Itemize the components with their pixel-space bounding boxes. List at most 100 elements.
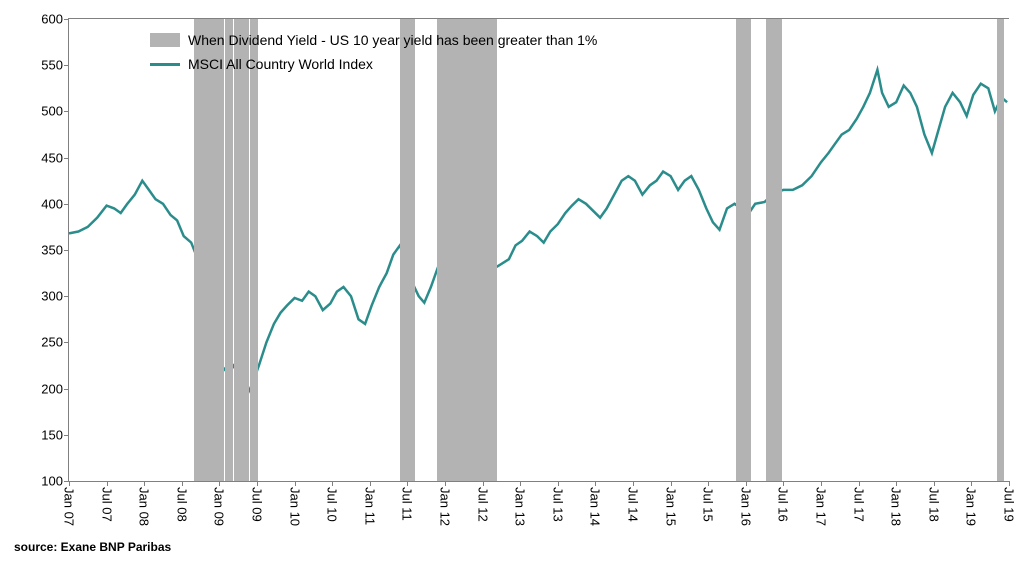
x-tick-label: Jul 07	[99, 487, 114, 522]
y-tick-label: 150	[41, 427, 63, 442]
x-tick-mark	[971, 481, 972, 486]
y-tick-label: 300	[41, 289, 63, 304]
y-tick-label: 400	[41, 196, 63, 211]
y-tick-label: 550	[41, 58, 63, 73]
x-tick-label: Jul 14	[626, 487, 641, 522]
shaded-period-bar	[250, 19, 258, 481]
shaded-period-bar	[407, 19, 415, 481]
x-tick-label: Jul 17	[851, 487, 866, 522]
x-tick-label: Jul 18	[926, 487, 941, 522]
x-tick-label: Jan 19	[964, 487, 979, 526]
x-tick-mark	[144, 481, 145, 486]
legend-label: MSCI All Country World Index	[188, 56, 373, 72]
x-tick-mark	[746, 481, 747, 486]
shaded-period-bar	[194, 19, 202, 481]
x-tick-label: Jul 15	[701, 487, 716, 522]
x-tick-mark	[934, 481, 935, 486]
y-tick-mark	[64, 389, 69, 390]
y-tick-mark	[64, 204, 69, 205]
shaded-period-bar	[234, 19, 242, 481]
x-tick-mark	[219, 481, 220, 486]
x-tick-mark	[783, 481, 784, 486]
x-tick-mark	[182, 481, 183, 486]
shaded-period-bar	[744, 19, 752, 481]
x-tick-mark	[407, 481, 408, 486]
shaded-period-bar	[482, 19, 490, 481]
x-tick-mark	[69, 481, 70, 486]
x-tick-label: Jul 10	[325, 487, 340, 522]
y-tick-mark	[64, 19, 69, 20]
legend-swatch-line	[150, 63, 180, 66]
y-tick-mark	[64, 342, 69, 343]
y-tick-label: 250	[41, 335, 63, 350]
x-tick-label: Jan 15	[663, 487, 678, 526]
shaded-period-bar	[736, 19, 744, 481]
x-tick-mark	[708, 481, 709, 486]
y-tick-label: 600	[41, 12, 63, 27]
x-tick-label: Jul 19	[1002, 487, 1017, 522]
x-tick-mark	[295, 481, 296, 486]
y-tick-mark	[64, 65, 69, 66]
x-tick-label: Jan 18	[889, 487, 904, 526]
shaded-period-bar	[766, 19, 774, 481]
shaded-period-bar	[400, 19, 408, 481]
y-tick-label: 450	[41, 150, 63, 165]
y-tick-mark	[64, 111, 69, 112]
x-tick-label: Jan 17	[814, 487, 829, 526]
shaded-period-bar	[452, 19, 460, 481]
legend-row: MSCI All Country World Index	[150, 56, 597, 72]
x-tick-mark	[332, 481, 333, 486]
x-tick-mark	[520, 481, 521, 486]
shaded-period-bar	[202, 19, 210, 481]
shaded-period-bar	[474, 19, 482, 481]
x-tick-label: Jul 16	[776, 487, 791, 522]
shaded-period-bar	[997, 19, 1005, 481]
x-tick-label: Jul 13	[550, 487, 565, 522]
x-tick-label: Jan 14	[588, 487, 603, 526]
legend-swatch-bar	[150, 33, 180, 47]
y-tick-label: 100	[41, 474, 63, 489]
x-tick-label: Jan 08	[137, 487, 152, 526]
x-tick-mark	[859, 481, 860, 486]
y-tick-label: 350	[41, 243, 63, 258]
y-tick-mark	[64, 435, 69, 436]
shaded-period-bar	[225, 19, 233, 481]
shaded-period-bar	[774, 19, 782, 481]
source-text: source: Exane BNP Paribas	[14, 540, 171, 554]
legend-label: When Dividend Yield - US 10 year yield h…	[188, 32, 597, 48]
legend: When Dividend Yield - US 10 year yield h…	[150, 32, 597, 72]
x-tick-label: Jan 13	[513, 487, 528, 526]
y-tick-label: 500	[41, 104, 63, 119]
y-tick-mark	[64, 158, 69, 159]
shaded-period-bar	[242, 19, 250, 481]
shaded-period-bar	[489, 19, 497, 481]
shaded-period-bar	[217, 19, 225, 481]
x-tick-mark	[370, 481, 371, 486]
x-tick-mark	[595, 481, 596, 486]
shaded-period-bar	[437, 19, 445, 481]
x-tick-label: Jan 10	[287, 487, 302, 526]
x-tick-mark	[896, 481, 897, 486]
x-tick-mark	[1009, 481, 1010, 486]
x-tick-mark	[483, 481, 484, 486]
legend-row: When Dividend Yield - US 10 year yield h…	[150, 32, 597, 48]
x-tick-label: Jul 09	[250, 487, 265, 522]
shaded-period-bar	[444, 19, 452, 481]
x-tick-mark	[821, 481, 822, 486]
x-tick-label: Jan 07	[62, 487, 77, 526]
x-tick-mark	[107, 481, 108, 486]
x-tick-mark	[671, 481, 672, 486]
y-tick-mark	[64, 250, 69, 251]
y-tick-label: 200	[41, 381, 63, 396]
y-tick-mark	[64, 296, 69, 297]
x-tick-label: Jul 08	[174, 487, 189, 522]
x-tick-label: Jan 12	[438, 487, 453, 526]
plot-area: 100150200250300350400450500550600Jan 07J…	[68, 18, 1009, 482]
x-tick-mark	[558, 481, 559, 486]
chart-container: 100 150 200 250 300 350 400 450 500 550 600 Jan 07 J…	[10, 10, 1014, 555]
x-tick-label: Jan 11	[362, 487, 377, 525]
shaded-period-bar	[209, 19, 217, 481]
shaded-period-bar	[467, 19, 475, 481]
x-tick-mark	[633, 481, 634, 486]
shaded-period-bar	[459, 19, 467, 481]
